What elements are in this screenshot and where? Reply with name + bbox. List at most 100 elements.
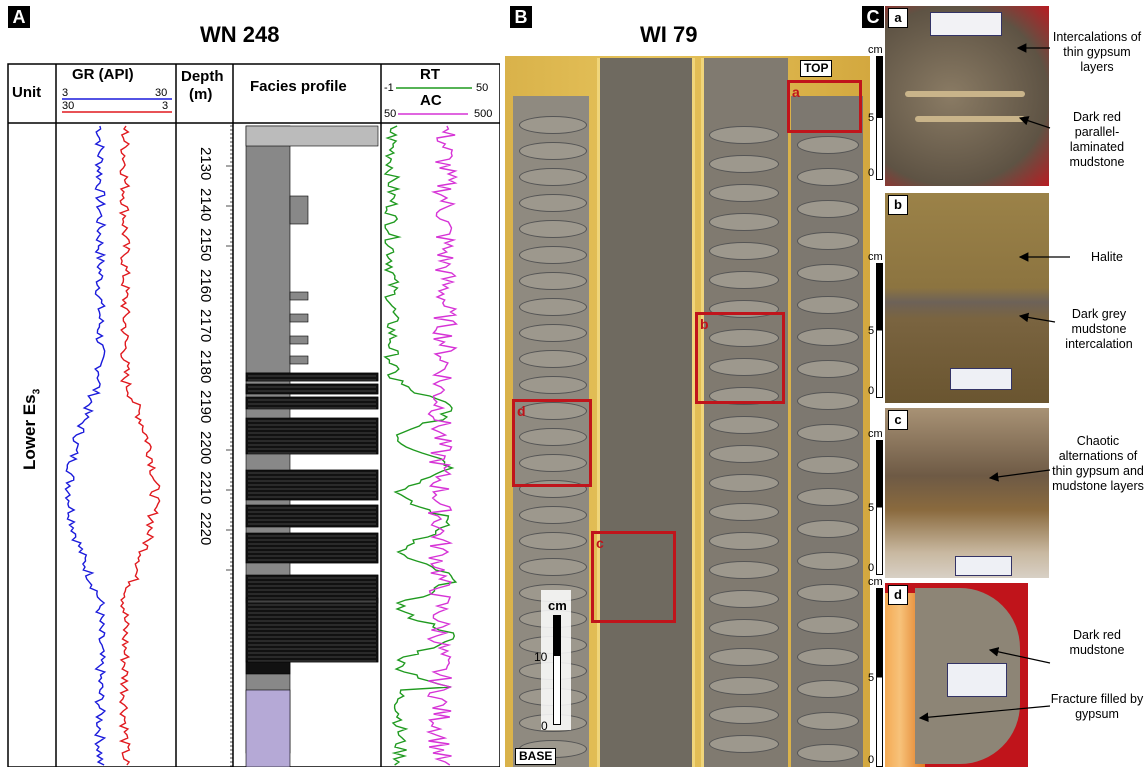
rt-max: 50	[476, 82, 489, 94]
gr-blue-min: 3	[62, 87, 69, 99]
box-d-label: d	[517, 403, 526, 419]
core-disc	[709, 561, 779, 579]
gr-blue-max: 30	[155, 87, 168, 99]
core-disc	[519, 350, 587, 368]
scale-c-unit-0: cm	[868, 44, 883, 56]
core-disc	[797, 456, 859, 474]
scale-bar-b-white	[553, 655, 561, 725]
annotation-d1: Dark red mudstone	[1069, 628, 1125, 657]
scale-c-tick5-2: 5	[868, 501, 875, 514]
base-label: BASE	[515, 748, 557, 765]
header-gr: GR (API)	[72, 66, 134, 83]
scale-c-bar-2	[876, 440, 883, 575]
core-disc	[797, 488, 859, 506]
sample-tag-d	[947, 663, 1007, 697]
core-disc	[709, 358, 779, 376]
core-disc	[797, 296, 859, 314]
annotation-a2: Dark red parallel-laminated mudstone	[1069, 110, 1125, 169]
sample-tag-a	[930, 12, 1002, 36]
core-disc	[709, 329, 779, 347]
core-disc	[519, 194, 587, 212]
annotation-arrows	[918, 43, 1070, 723]
core-disc	[797, 264, 859, 282]
scale-c-tick0-1: 0	[868, 385, 875, 397]
header-ac: AC	[420, 92, 442, 109]
gypsum-layer-2	[915, 116, 1025, 122]
facies-notch-5	[289, 355, 309, 365]
depth-label-2130: 2130	[197, 147, 214, 181]
facies-notch-2	[289, 291, 309, 301]
core-disc	[519, 428, 587, 446]
core-disc	[709, 648, 779, 666]
core-disc	[709, 126, 779, 144]
photo-a-label: a	[888, 8, 908, 28]
core-disc	[519, 454, 587, 472]
well-log-panel	[7, 63, 500, 767]
core-disc	[797, 136, 859, 154]
core-disc	[797, 584, 859, 602]
facies-notch-4	[289, 335, 309, 345]
scale-c-unit-1: cm	[868, 251, 883, 263]
gr-blue-curve	[64, 125, 107, 766]
core-disc	[797, 680, 859, 698]
annotation-c1: Chaotic alternations of thin gypsum and …	[1052, 434, 1144, 493]
box-d	[512, 399, 592, 487]
core-disc	[797, 616, 859, 634]
core-disc	[709, 706, 779, 724]
depth-label-2140: 2140	[197, 187, 214, 221]
core-disc	[519, 168, 587, 186]
core-disc	[709, 271, 779, 289]
annotation-b1: Halite	[1091, 250, 1123, 264]
core-disc	[797, 200, 859, 218]
core-disc	[519, 116, 587, 134]
scale-c-tick5-0: 5	[868, 112, 875, 124]
core-disc	[709, 242, 779, 260]
depth-ticks	[226, 125, 233, 767]
core-disc	[709, 735, 779, 753]
header-rt: RT	[420, 66, 440, 83]
core-disc	[797, 168, 859, 186]
photo-b-label: b	[888, 195, 908, 215]
facies-black-band-top-2	[245, 396, 379, 410]
box-c-label: c	[596, 535, 604, 551]
core-disc	[797, 328, 859, 346]
facies-top-band	[245, 125, 379, 147]
photo-c	[885, 408, 1049, 578]
depth-label-2170: 2170	[197, 309, 214, 343]
depth-label-2220: 2220	[197, 511, 214, 545]
core-disc	[797, 232, 859, 250]
facies-grey-upper	[245, 125, 291, 374]
facies-black-small	[245, 661, 291, 675]
sample-tag-b	[950, 368, 1012, 390]
core-disc	[519, 532, 587, 550]
annotation-a1: Intercalations of thin gypsum layers	[1052, 30, 1142, 74]
core-disc	[519, 324, 587, 342]
core-disc	[797, 744, 859, 762]
core-disc	[709, 213, 779, 231]
facies-purple	[245, 689, 291, 767]
header-unit: Unit	[12, 84, 42, 101]
core-disc	[519, 298, 587, 316]
depth-label-2160: 2160	[197, 268, 214, 302]
scale-c-tick0-3: 0	[868, 754, 875, 766]
sample-tag-c	[955, 556, 1012, 576]
core-disc	[709, 532, 779, 550]
panel-a-letter: A	[8, 6, 30, 28]
box-c	[591, 531, 676, 623]
ac-min: 50	[384, 108, 397, 120]
scale-bar-b-tick-10: 10	[534, 650, 548, 664]
scale-bar-b-black	[553, 615, 561, 655]
photo-d	[885, 583, 1028, 767]
core-disc	[709, 474, 779, 492]
core-disc	[709, 590, 779, 608]
gr-red-curve	[118, 125, 161, 766]
box-b-label: b	[700, 316, 709, 332]
depth-label-2190: 2190	[197, 390, 214, 424]
ac-curve	[425, 125, 459, 766]
core-column-3	[701, 58, 788, 767]
core-disc	[519, 402, 587, 420]
core-disc	[519, 272, 587, 290]
core-disc	[709, 619, 779, 637]
core-disc	[519, 506, 587, 524]
rt-curve	[383, 125, 458, 766]
